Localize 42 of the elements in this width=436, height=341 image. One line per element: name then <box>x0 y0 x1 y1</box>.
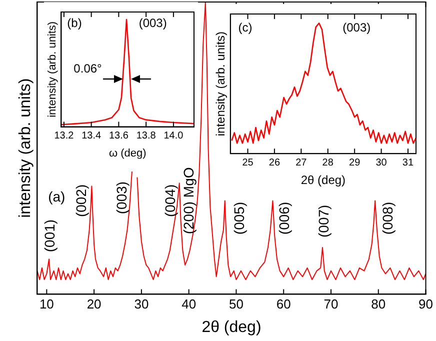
annotation: (003) <box>342 20 371 34</box>
x-tick-label: 13.8 <box>136 130 156 142</box>
y-axis-title: intensity (arb. units) <box>214 31 228 136</box>
x-tick-label: 50 <box>228 296 244 312</box>
x-tick-label: 13.2 <box>54 130 74 142</box>
annotation: (c) <box>238 20 252 34</box>
x-axis-title: 2θ (deg) <box>202 318 262 336</box>
x-tick-label: 13.4 <box>82 130 102 142</box>
x-tick-label: 70 <box>324 296 338 312</box>
annotation: (003) <box>114 181 130 214</box>
annotation: 0.06° <box>74 62 102 76</box>
annotation: (006) <box>276 202 292 235</box>
y-axis-title: intensity (arb. units) <box>17 78 34 218</box>
x-tick-label: 30 <box>376 157 388 168</box>
y-axis-title: intensity (arb. units) <box>46 21 59 118</box>
x-tick-label: 31 <box>402 157 414 168</box>
annotation: (b) <box>67 16 82 30</box>
annotation: (a) <box>48 188 66 205</box>
x-tick-label: 20 <box>86 296 102 312</box>
annotation: (002) <box>73 184 90 218</box>
x-tick-label: 14.0 <box>164 130 184 142</box>
x-tick-label: 26 <box>268 157 280 168</box>
annotation: (007) <box>316 204 332 238</box>
x-tick-label: 28 <box>322 157 334 168</box>
x-tick-label: 25 <box>242 157 254 168</box>
x-tick-label: 80 <box>371 296 386 312</box>
annotation: (005) <box>230 202 247 235</box>
x-axis-title: ω (deg) <box>108 147 146 160</box>
x-tick-label: 60 <box>276 296 291 312</box>
x-tick-label: 10 <box>39 296 54 312</box>
x-tick-label: 30 <box>134 296 149 312</box>
x-tick-label: 40 <box>182 296 196 312</box>
annotation: (003) <box>138 16 167 30</box>
annotation: (008) <box>380 202 396 235</box>
annotation: (001) <box>41 219 58 252</box>
annotation: (004) <box>162 184 178 218</box>
x-tick-label: 90 <box>418 296 434 312</box>
x-axis-title: 2θ (deg) <box>300 173 346 188</box>
x-tick-label: 27 <box>296 157 308 168</box>
x-tick-label: 29 <box>349 157 361 168</box>
annotation: (200) MgO <box>180 167 196 234</box>
x-tick-label: 13.6 <box>108 130 129 142</box>
